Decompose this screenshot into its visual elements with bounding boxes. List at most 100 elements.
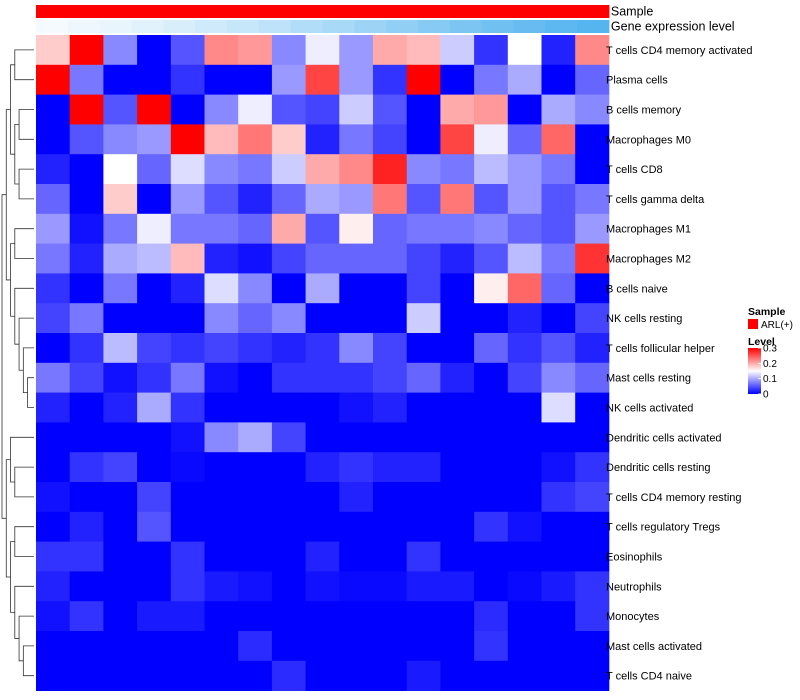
heatmap-cell	[238, 482, 273, 513]
row-labels: T cells CD4 memory activated Plasma cells…	[606, 45, 753, 683]
heatmap-cell	[103, 35, 138, 66]
heatmap-cell	[271, 154, 306, 185]
row-label: T cells CD4 memory activated	[606, 45, 753, 57]
heatmap-cell	[373, 482, 408, 513]
heatmap-cell	[507, 511, 542, 542]
heatmap-cell	[137, 213, 172, 244]
heatmap-cell	[575, 452, 610, 483]
heatmap-cell	[373, 392, 408, 423]
heatmap-cell	[507, 273, 542, 304]
heatmap-cell	[170, 660, 205, 691]
row-label: Dendritic cells resting	[606, 462, 711, 474]
heatmap-cell	[541, 601, 576, 632]
heatmap-cell	[204, 452, 239, 483]
heatmap-cell	[339, 422, 374, 453]
heatmap-cell	[575, 541, 610, 572]
annotation-cell	[481, 5, 514, 18]
heatmap-cell	[440, 541, 475, 572]
sample-legend-swatch	[748, 319, 758, 329]
heatmap-cell	[541, 184, 576, 215]
heatmap-cell	[36, 184, 71, 215]
dendrogram-branch	[27, 377, 34, 408]
heatmap-cell	[305, 64, 340, 95]
heatmap-cell	[170, 94, 205, 125]
heatmap-cell	[474, 422, 509, 453]
heatmap-cell	[103, 362, 138, 393]
heatmap-cell	[575, 392, 610, 423]
heatmap-cell	[271, 541, 306, 572]
dendrogram-branch	[22, 347, 34, 393]
annotation-cell	[195, 5, 228, 18]
heatmap-cell	[137, 541, 172, 572]
dendrogram-branch	[14, 526, 34, 557]
heatmap-cell	[36, 213, 71, 244]
heatmap-cell	[103, 660, 138, 691]
heatmap-cell	[170, 482, 205, 513]
level-tick-label: 0.1	[763, 374, 777, 385]
heatmap-cell	[69, 631, 104, 662]
row-label: T cells gamma delta	[606, 194, 705, 206]
heatmap-cell	[339, 243, 374, 274]
heatmap-cell	[137, 511, 172, 542]
heatmap-cell	[339, 303, 374, 334]
heatmap-cell	[575, 213, 610, 244]
heatmap-cell	[170, 333, 205, 364]
heatmap-cell	[575, 154, 610, 185]
heatmap-cell	[103, 94, 138, 125]
heatmap-cells	[36, 35, 610, 691]
heatmap-cell	[69, 482, 104, 513]
heatmap-cell	[69, 273, 104, 304]
heatmap-cell	[103, 392, 138, 423]
heatmap-cell	[541, 64, 576, 95]
dendrogram-branch	[14, 585, 34, 639]
heatmap-cell	[36, 601, 71, 632]
dendrogram-branch	[18, 317, 34, 371]
annotation-cell	[290, 5, 323, 18]
heatmap-cell	[406, 333, 441, 364]
annotation-cell	[67, 5, 101, 18]
heatmap-cell	[575, 601, 610, 632]
heatmap-cell	[474, 64, 509, 95]
level-colorbar	[748, 348, 761, 394]
heatmap-cell	[69, 124, 104, 155]
heatmap-cell	[137, 452, 172, 483]
heatmap-cell	[271, 482, 306, 513]
heatmap-cell	[69, 541, 104, 572]
row-label: Eosinophils	[606, 552, 663, 564]
heatmap-cell	[69, 571, 104, 602]
heatmap-cell	[507, 452, 542, 483]
heatmap-cell	[137, 392, 172, 423]
heatmap-cell	[204, 631, 239, 662]
heatmap-cell	[339, 154, 374, 185]
heatmap-cell	[474, 511, 509, 542]
heatmap-cell	[137, 303, 172, 334]
heatmap-cell	[305, 124, 340, 155]
heatmap-cell	[373, 511, 408, 542]
heatmap-cell	[238, 362, 273, 393]
heatmap-cell	[238, 541, 273, 572]
heatmap-cell	[406, 541, 441, 572]
heatmap-cell	[137, 273, 172, 304]
heatmap-cell	[575, 303, 610, 334]
heatmap-cell	[440, 601, 475, 632]
heatmap-cell	[170, 541, 205, 572]
heatmap-cell	[137, 422, 172, 453]
heatmap-cell	[103, 213, 138, 244]
heatmap-cell	[238, 392, 273, 423]
annotation-cell	[195, 20, 228, 33]
row-label: T cells follicular helper	[606, 343, 715, 355]
heatmap-cell	[305, 94, 340, 125]
annotation-cell	[354, 5, 387, 18]
heatmap-cell	[507, 571, 542, 602]
dendrogram-branch	[10, 436, 34, 483]
row-label: T cells CD4 naive	[606, 671, 692, 683]
annotation-cell	[226, 5, 260, 18]
heatmap-cell	[575, 243, 610, 274]
heatmap-cell	[271, 333, 306, 364]
heatmap-cell	[69, 362, 104, 393]
heatmap-cell	[373, 184, 408, 215]
heatmap-cell	[440, 362, 475, 393]
heatmap-cell	[305, 482, 340, 513]
